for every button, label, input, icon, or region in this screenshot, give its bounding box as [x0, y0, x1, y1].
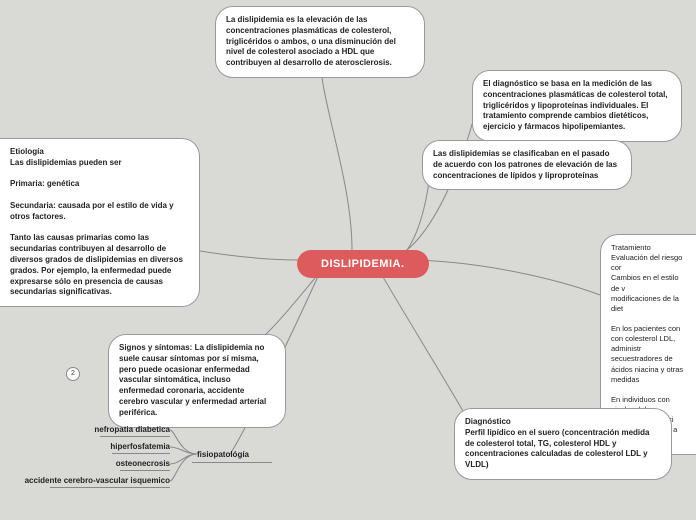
tratamiento-a: Evaluación del riesgo cor — [611, 253, 686, 273]
node-clasificacion[interactable]: Las dislipidemias se clasificaban en el … — [422, 140, 632, 190]
node-clasificacion-text: Las dislipidemias se clasificaban en el … — [433, 149, 617, 180]
badge-two-text: 2 — [71, 370, 75, 377]
diagnostico-body: Perfil lipídico en el suero (concentraci… — [465, 428, 661, 471]
etiologia-title: Etiología — [10, 147, 189, 158]
fisio-d-underline — [50, 487, 170, 488]
tratamiento-d: En los pacientes con con colesterol LDL,… — [611, 324, 686, 385]
badge-two: 2 — [66, 367, 80, 381]
node-etiologia[interactable]: Etiología Las dislipidemias pueden ser P… — [0, 138, 200, 307]
fisio-c-underline — [120, 470, 170, 471]
fisio-item-d-text: accidente cerebro-vascular isquemico — [25, 476, 170, 485]
center-label: DISLIPIDEMIA. — [321, 258, 405, 270]
node-signos-text: Signos y síntomas: La dislipidemia no su… — [119, 343, 266, 417]
node-fisio-text: fisiopatológía — [197, 450, 249, 459]
fisio-b-underline — [112, 453, 170, 454]
fisio-item-a-text: nefropatia diabetica — [94, 425, 170, 434]
fisio-item-b[interactable]: hiperfosfatemia — [50, 442, 170, 451]
center-node[interactable]: DISLIPIDEMIA. — [297, 250, 429, 278]
fisio-item-b-text: hiperfosfatemia — [110, 442, 170, 451]
node-definicion-text: La dislipidemia es la elevación de las c… — [226, 15, 396, 67]
fisio-underline — [192, 462, 272, 463]
node-diagnostico[interactable]: Diagnóstico Perfil lipídico en el suero … — [454, 408, 672, 480]
node-fisio[interactable]: fisiopatológía — [197, 450, 267, 459]
fisio-item-d[interactable]: accidente cerebro-vascular isquemico — [20, 476, 170, 485]
diagnostico-title: Diagnóstico — [465, 417, 661, 428]
etiologia-secundaria: Secundaria: causada por el estilo de vid… — [10, 201, 189, 223]
node-diagnostico-basa[interactable]: El diagnóstico se basa en la medición de… — [472, 70, 682, 142]
etiologia-intro: Las dislipidemias pueden ser — [10, 158, 189, 169]
etiologia-resto: Tanto las causas primarias como las secu… — [10, 233, 189, 298]
fisio-item-c-text: osteonecrosis — [116, 459, 170, 468]
node-definicion[interactable]: La dislipidemia es la elevación de las c… — [215, 6, 425, 78]
tratamiento-b: Cambios en el estilo de v — [611, 273, 686, 293]
tratamiento-title: Tratamiento — [611, 243, 686, 253]
node-diagnostico-basa-text: El diagnóstico se basa en la medición de… — [483, 79, 668, 131]
tratamiento-c: modificaciones de la diet — [611, 294, 686, 314]
etiologia-primaria: Primaria: genética — [10, 179, 189, 190]
fisio-a-underline — [100, 436, 170, 437]
fisio-item-c[interactable]: osteonecrosis — [50, 459, 170, 468]
fisio-item-a[interactable]: nefropatia diabetica — [50, 425, 170, 434]
node-signos[interactable]: Signos y síntomas: La dislipidemia no su… — [108, 334, 286, 428]
